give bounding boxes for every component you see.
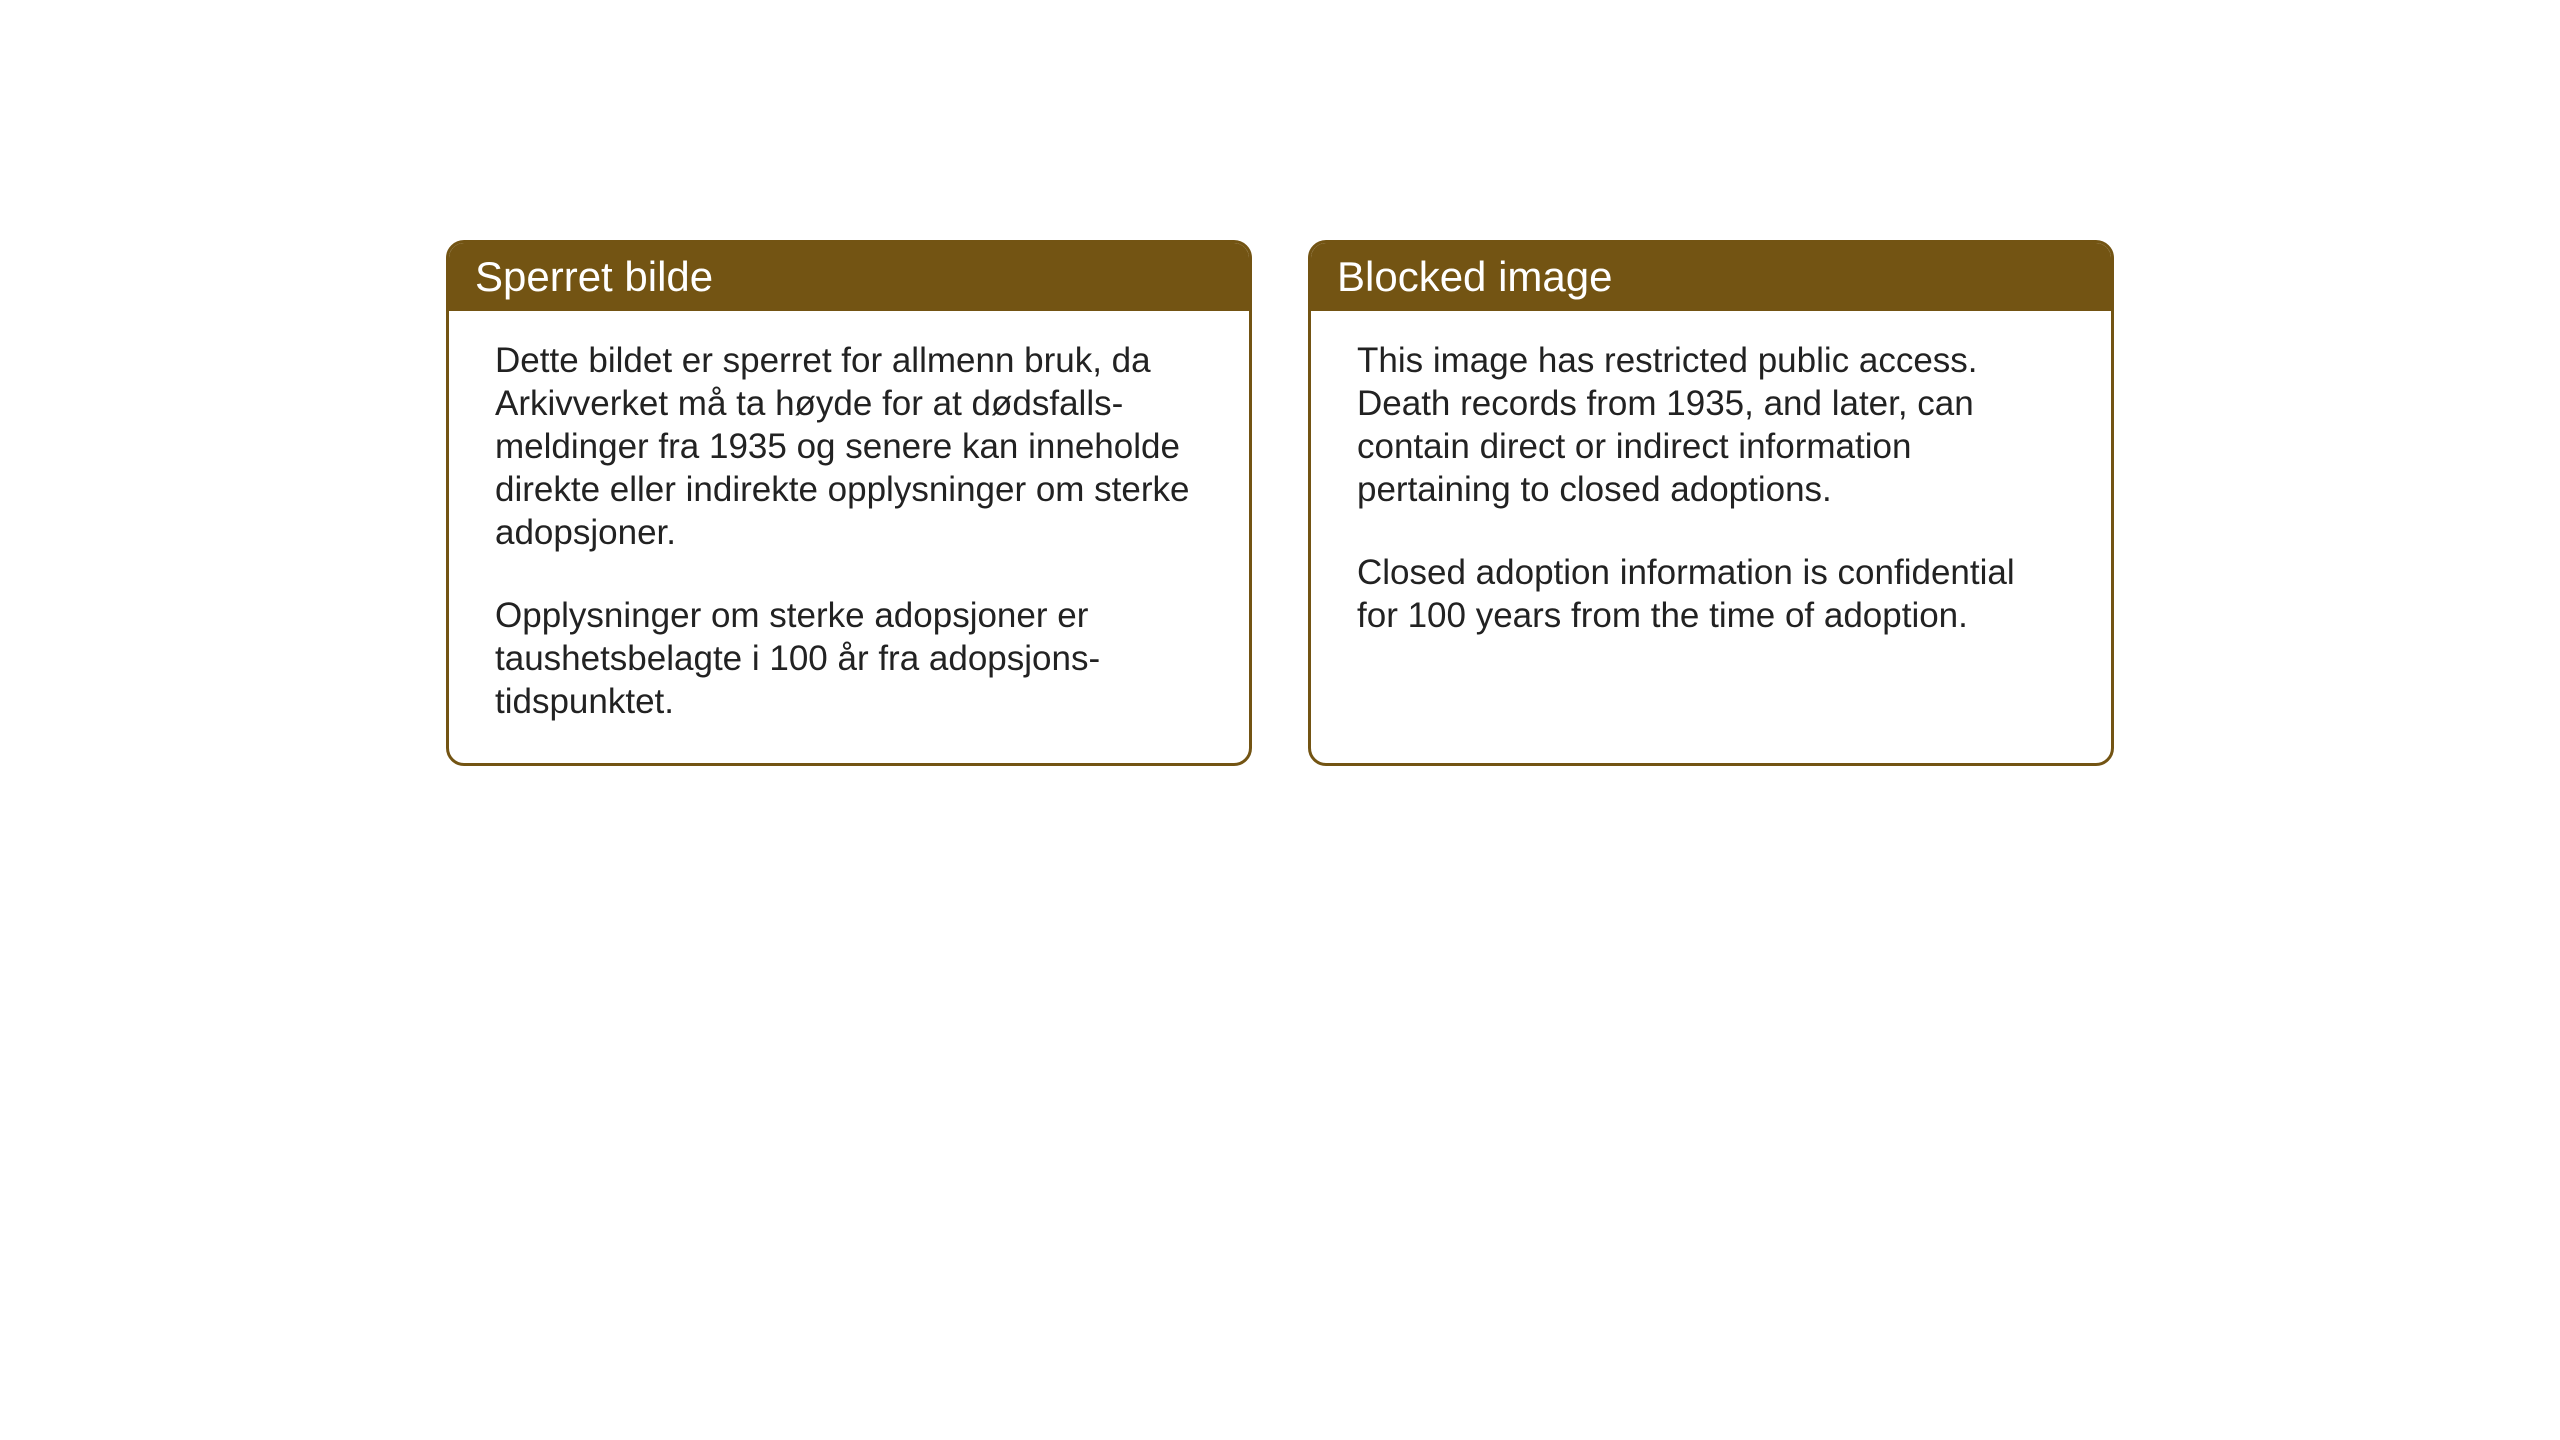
cards-container: Sperret bilde Dette bildet er sperret fo… — [446, 240, 2114, 766]
card-body-norwegian: Dette bildet er sperret for allmenn bruk… — [449, 311, 1249, 763]
card-body-english: This image has restricted public access.… — [1311, 311, 2111, 747]
card-paragraph-1-norwegian: Dette bildet er sperret for allmenn bruk… — [495, 339, 1203, 554]
card-header-english: Blocked image — [1311, 243, 2111, 311]
blocked-image-card-norwegian: Sperret bilde Dette bildet er sperret fo… — [446, 240, 1252, 766]
card-paragraph-2-norwegian: Opplysninger om sterke adopsjoner er tau… — [495, 594, 1203, 723]
card-paragraph-1-english: This image has restricted public access.… — [1357, 339, 2065, 511]
card-title-norwegian: Sperret bilde — [475, 253, 713, 300]
card-header-norwegian: Sperret bilde — [449, 243, 1249, 311]
card-title-english: Blocked image — [1337, 253, 1612, 300]
blocked-image-card-english: Blocked image This image has restricted … — [1308, 240, 2114, 766]
card-paragraph-2-english: Closed adoption information is confident… — [1357, 551, 2065, 637]
